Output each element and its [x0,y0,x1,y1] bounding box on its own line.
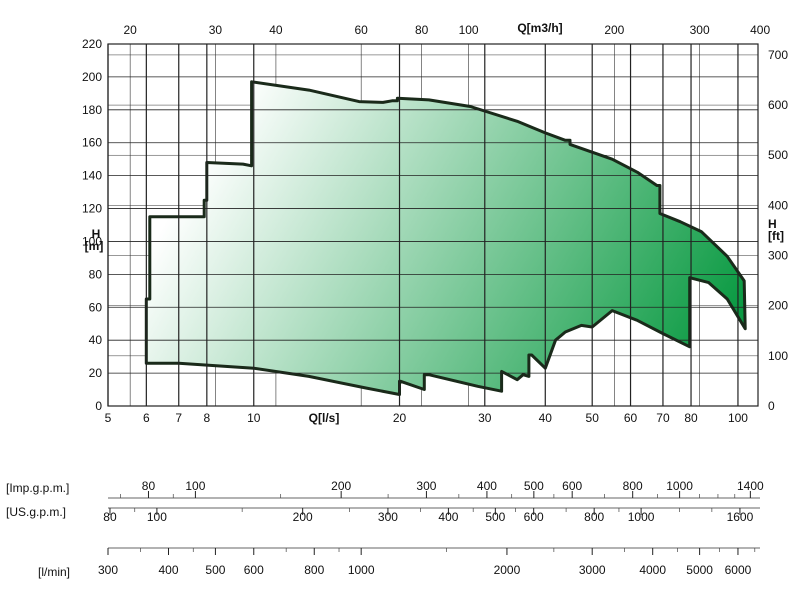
x-tick-label: 7 [175,411,182,425]
scale-tick-label: 5000 [686,563,713,577]
scale-label-l-min: [l/min] [38,565,70,579]
y-left-tick-label: 120 [82,202,102,216]
scale-tick-label: 500 [524,479,544,493]
left-axis-title-h: H [92,227,101,241]
right-axis-tick-labels: 0 100 200 300 400 500 600 700 [768,48,788,413]
scale-tick-label: 100 [185,479,205,493]
top-tick-label: 200 [604,23,624,37]
y-right-tick-label: 100 [768,349,788,363]
scale-tick-label: 200 [331,479,351,493]
x-tick-label: 70 [656,411,670,425]
y-left-tick-label: 100 [82,234,102,248]
y-left-tick-label: 80 [89,267,103,281]
x-tick-label: 100 [728,411,748,425]
x-tick-label: 50 [586,411,600,425]
scale-tick-label: 3000 [579,563,606,577]
top-tick-label: 100 [459,23,479,37]
performance-envelope [144,80,747,396]
top-tick-label: 400 [750,23,770,37]
scale-tick-label: 600 [524,510,544,524]
y-right-tick-label: 400 [768,198,788,212]
y-left-tick-label: 140 [82,169,102,183]
scale-us-gpm: [US.g.p.m.] 80 100 200 300 400 500 600 800 1000 1… [6,505,760,524]
top-tick-label: 60 [354,23,368,37]
scale-tick-label: 400 [158,563,178,577]
bottom-axis-tick-labels: 5 6 7 8 10 20 30 40 50 60 70 80 100 [105,411,749,425]
y-left-tick-label: 160 [82,136,102,150]
scale-tick-label: 800 [623,479,643,493]
y-right-tick-label: 300 [768,249,788,263]
top-tick-label: 40 [269,23,283,37]
scale-tick-label: 1400 [737,479,764,493]
scale-tick-label: 300 [416,479,436,493]
scale-tick-label: 2000 [494,563,521,577]
scale-tick-label: 400 [477,479,497,493]
scale-tick-label: 6000 [725,563,752,577]
scale-tick-label: 1000 [666,479,693,493]
scale-tick-label: 800 [584,510,604,524]
scale-tick-label: 500 [485,510,505,524]
x-tick-label: 10 [247,411,261,425]
left-axis-title-unit: [m] [85,239,104,253]
x-tick-label: 6 [143,411,150,425]
scale-tick-label: 200 [293,510,313,524]
scale-tick-label: 300 [98,563,118,577]
top-tick-label: 300 [690,23,710,37]
scale-tick-label: 80 [142,479,156,493]
scale-imp-gpm: [Imp.g.p.m.] 80 100 200 300 400 500 600 800 1000… [6,479,764,499]
x-tick-label: 40 [539,411,553,425]
scale-l-min: [l/min] 300 400 500 600 800 1000 2000 3000 4000 5… [38,547,760,579]
scale-tick-label: 1000 [348,563,375,577]
scale-tick-label: 300 [378,510,398,524]
y-left-tick-label: 40 [89,333,103,347]
scale-tick-label: 1000 [628,510,655,524]
y-left-tick-label: 20 [89,366,103,380]
top-axis-tick-labels: 20 30 40 60 80 100 200 300 400 [123,23,770,37]
scale-tick-label: 500 [205,563,225,577]
scale-tick-label: 600 [244,563,264,577]
y-left-tick-label: 200 [82,70,102,84]
x-tick-label: 60 [624,411,638,425]
x-tick-label: 80 [684,411,698,425]
x-tick-label: 30 [478,411,492,425]
scale-tick-label: 100 [147,510,167,524]
y-left-tick-label: 180 [82,103,102,117]
y-right-tick-label: 700 [768,48,788,62]
y-left-tick-label: 220 [82,37,102,51]
top-tick-label: 30 [209,23,223,37]
x-tick-label: 8 [203,411,210,425]
scale-tick-label: 600 [562,479,582,493]
scale-tick-label: 400 [438,510,458,524]
envelope-area [144,80,747,396]
scale-label-imp-gpm: [Imp.g.p.m.] [6,481,69,495]
x-tick-label: 20 [393,411,407,425]
y-right-tick-label: 200 [768,299,788,313]
scale-tick-label: 1600 [727,510,754,524]
scale-label-us-gpm: [US.g.p.m.] [6,505,66,519]
right-axis-title-h: H [768,217,777,231]
scale-tick-label: 80 [103,510,117,524]
right-axis-title-unit: [ft] [768,229,784,243]
left-axis-tick-labels: 0 20 40 60 80 100 120 140 160 180 200 220 [82,37,102,413]
x-axis-title: Q[l/s] [309,411,340,425]
plot-frame [107,43,759,407]
y-left-tick-label: 60 [89,300,103,314]
x-tick-label: 5 [105,411,112,425]
y-right-tick-label: 600 [768,98,788,112]
top-tick-label: 80 [415,23,429,37]
scale-tick-label: 4000 [639,563,666,577]
scale-tick-label: 800 [304,563,324,577]
top-axis-title: Q[m3/h] [517,21,562,35]
y-right-tick-label: 500 [768,148,788,162]
top-tick-label: 20 [123,23,137,37]
y-right-tick-label: 0 [768,399,775,413]
y-left-tick-label: 0 [95,399,102,413]
